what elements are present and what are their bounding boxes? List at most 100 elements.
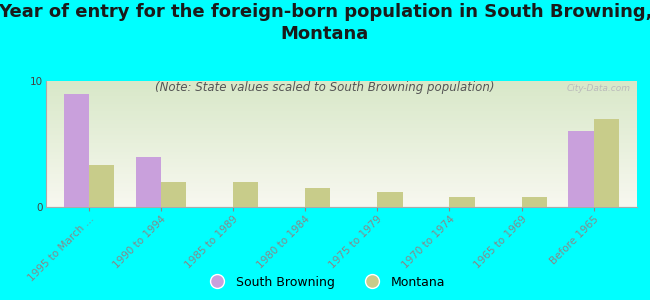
Bar xyxy=(46,145,637,146)
Bar xyxy=(46,87,637,88)
Text: (Note: State values scaled to South Browning population): (Note: State values scaled to South Brow… xyxy=(155,81,495,94)
Bar xyxy=(46,159,637,160)
Bar xyxy=(46,184,637,186)
Bar xyxy=(46,164,637,165)
Bar xyxy=(46,130,637,131)
Bar xyxy=(46,124,637,125)
Bar xyxy=(46,136,637,138)
Bar xyxy=(46,90,637,91)
Bar xyxy=(46,202,637,203)
Bar xyxy=(521,197,547,207)
Bar xyxy=(46,81,637,82)
Bar xyxy=(46,144,637,145)
Bar xyxy=(46,111,637,112)
Bar xyxy=(46,123,637,124)
Bar xyxy=(46,158,637,159)
Bar xyxy=(89,165,114,207)
Bar xyxy=(46,109,637,110)
Bar xyxy=(46,134,637,135)
Bar xyxy=(46,107,637,109)
Bar xyxy=(46,201,637,202)
Bar xyxy=(46,98,637,99)
Bar xyxy=(46,138,637,139)
Bar xyxy=(46,163,637,164)
Bar xyxy=(46,170,637,172)
Bar xyxy=(46,203,637,205)
Bar xyxy=(46,140,637,142)
Bar xyxy=(46,194,637,196)
Bar xyxy=(46,91,637,92)
Bar xyxy=(593,119,619,207)
Bar xyxy=(449,197,474,207)
Bar xyxy=(46,162,637,163)
Bar xyxy=(46,188,637,189)
Bar xyxy=(46,198,637,200)
Bar xyxy=(46,100,637,101)
Bar xyxy=(46,160,637,162)
Bar xyxy=(46,82,637,83)
Bar xyxy=(161,182,186,207)
Bar xyxy=(46,131,637,133)
Bar xyxy=(46,206,637,207)
Bar xyxy=(46,128,637,129)
Bar xyxy=(46,125,637,126)
Bar xyxy=(46,95,637,96)
Bar xyxy=(46,176,637,177)
Bar xyxy=(46,114,637,115)
Bar xyxy=(46,86,637,87)
Bar xyxy=(46,126,637,128)
Bar xyxy=(46,182,637,183)
Bar xyxy=(46,193,637,194)
Bar xyxy=(46,115,637,116)
Bar xyxy=(46,186,637,187)
Bar xyxy=(136,157,161,207)
Bar xyxy=(46,92,637,94)
Bar xyxy=(46,135,637,136)
Bar xyxy=(46,183,637,184)
Bar xyxy=(46,155,637,157)
Bar xyxy=(46,116,637,118)
Bar xyxy=(46,165,637,167)
Bar xyxy=(46,178,637,179)
Legend: South Browning, Montana: South Browning, Montana xyxy=(200,271,450,294)
Bar xyxy=(46,157,637,158)
Bar xyxy=(46,189,637,190)
Bar xyxy=(46,187,637,188)
Text: City-Data.com: City-Data.com xyxy=(567,83,631,92)
Bar xyxy=(46,112,637,114)
Bar xyxy=(46,96,637,98)
Bar xyxy=(233,182,258,207)
Bar xyxy=(377,192,402,207)
Bar xyxy=(46,85,637,86)
Bar xyxy=(46,179,637,181)
Bar xyxy=(46,105,637,106)
Bar xyxy=(46,200,637,201)
Bar xyxy=(46,149,637,150)
Bar xyxy=(46,177,637,178)
Bar xyxy=(46,139,637,140)
Bar xyxy=(46,196,637,197)
Bar xyxy=(46,133,637,134)
Bar xyxy=(46,205,637,206)
Bar xyxy=(46,129,637,130)
Bar xyxy=(46,83,637,85)
Bar xyxy=(46,167,637,168)
Bar xyxy=(46,148,637,149)
Bar xyxy=(306,188,330,207)
Bar xyxy=(46,142,637,143)
Bar xyxy=(46,88,637,90)
Bar xyxy=(46,119,637,120)
Bar xyxy=(46,190,637,192)
Bar xyxy=(46,150,637,152)
Bar xyxy=(46,168,637,169)
Text: Year of entry for the foreign-born population in South Browning,
Montana: Year of entry for the foreign-born popul… xyxy=(0,3,650,43)
Bar xyxy=(46,153,637,154)
Bar xyxy=(46,106,637,107)
Bar xyxy=(46,197,637,198)
Bar xyxy=(64,94,89,207)
Bar xyxy=(46,118,637,119)
Bar xyxy=(46,152,637,153)
Bar xyxy=(46,110,637,111)
Bar xyxy=(46,154,637,155)
Bar xyxy=(46,146,637,148)
